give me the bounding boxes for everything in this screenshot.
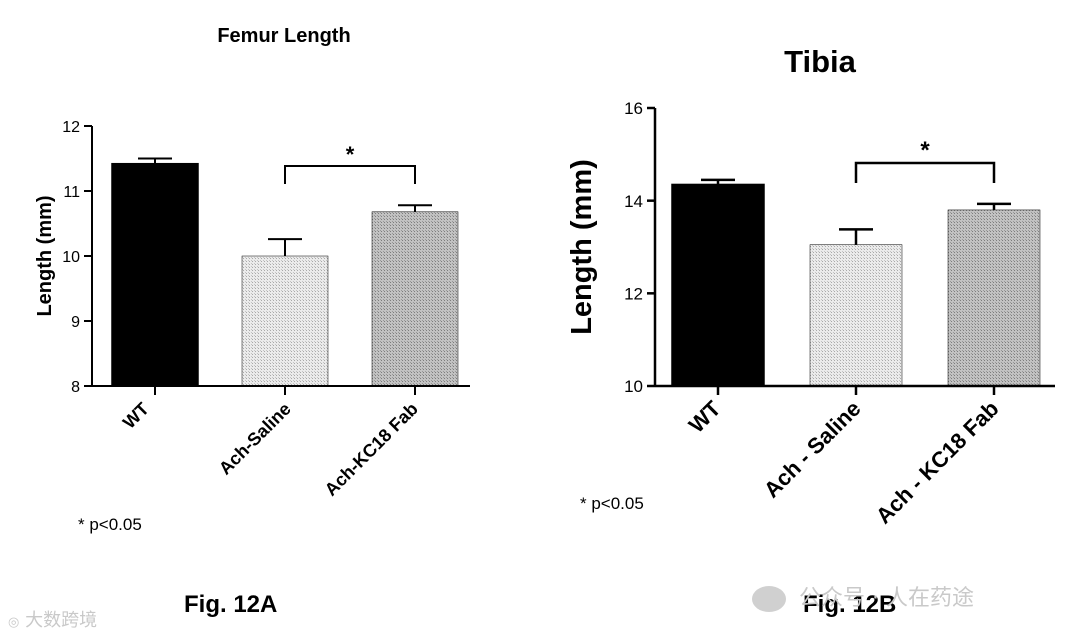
y-tick-label: 10 [62, 249, 80, 266]
wechat-icon [752, 586, 786, 612]
x-tick-label: Ach-Saline [215, 399, 295, 479]
y-tick-label: 8 [71, 379, 80, 396]
watermark-right-text: 公众号 · 人在药途 [799, 586, 974, 611]
watermark-left-text: 大数跨境 [25, 610, 98, 631]
x-tick-label: WT [684, 395, 726, 437]
chart-title: Tibia [784, 44, 857, 79]
footnote: * p<0.05 [78, 515, 142, 534]
x-tick-label: Ach - Saline [759, 396, 866, 503]
significance-bracket-line [854, 161, 996, 183]
y-axis-label: Length (mm) [566, 159, 598, 335]
x-axis-tick-labels: WT Ach - Saline Ach - KC18 Fab [684, 386, 1004, 529]
bar-kc18-fab [371, 211, 459, 387]
bar-series [671, 183, 1041, 387]
y-tick-label: 9 [71, 314, 80, 331]
significance-bracket: * [284, 142, 416, 184]
bar-saline [809, 244, 903, 387]
watermark-logo-icon: ◎ [8, 615, 20, 630]
error-bars [701, 178, 1011, 245]
bar-wt [671, 183, 765, 387]
figure-caption: Fig. 12A [184, 591, 277, 618]
watermark-right: 公众号 · 人在药途 [752, 580, 974, 612]
bar-saline [241, 255, 329, 387]
y-axis-ticks: 10 12 14 16 [624, 99, 655, 396]
significance-bracket: * [854, 137, 996, 183]
y-tick-label: 12 [62, 119, 80, 136]
bar-wt [111, 162, 199, 387]
bar-series [111, 162, 459, 387]
tibia-length-chart: Tibia Length (mm) 10 12 14 16 WT Ach - Salin… [566, 44, 1055, 618]
y-tick-label: 10 [624, 377, 643, 396]
y-tick-label: 16 [624, 99, 643, 118]
significance-star: * [920, 137, 930, 164]
y-axis-ticks: 8 9 10 11 12 [62, 119, 92, 396]
footnote: * p<0.05 [580, 494, 644, 513]
error-bars [138, 157, 432, 256]
x-tick-label: Ach-KC18 Fab [321, 399, 422, 500]
bar-kc18-fab [947, 209, 1041, 387]
figure-caption: Fig. 12B [803, 591, 896, 618]
femur-length-chart: Femur Length Length (mm) 8 9 10 11 12 WT Ach-… [34, 25, 470, 618]
chart-title: Femur Length [217, 25, 350, 47]
watermark-left: ◎ 大数跨境 [8, 606, 97, 632]
x-tick-label: Ach - KC18 Fab [871, 396, 1004, 529]
y-tick-label: 12 [624, 284, 643, 303]
significance-bracket-line [284, 165, 416, 184]
x-axis-tick-labels: WT Ach-Saline Ach-KC18 Fab [119, 386, 422, 500]
y-tick-label: 14 [624, 192, 643, 211]
y-axis-label: Length (mm) [34, 195, 56, 316]
y-tick-label: 11 [63, 184, 80, 201]
significance-star: * [346, 142, 355, 167]
x-tick-label: WT [119, 399, 153, 433]
